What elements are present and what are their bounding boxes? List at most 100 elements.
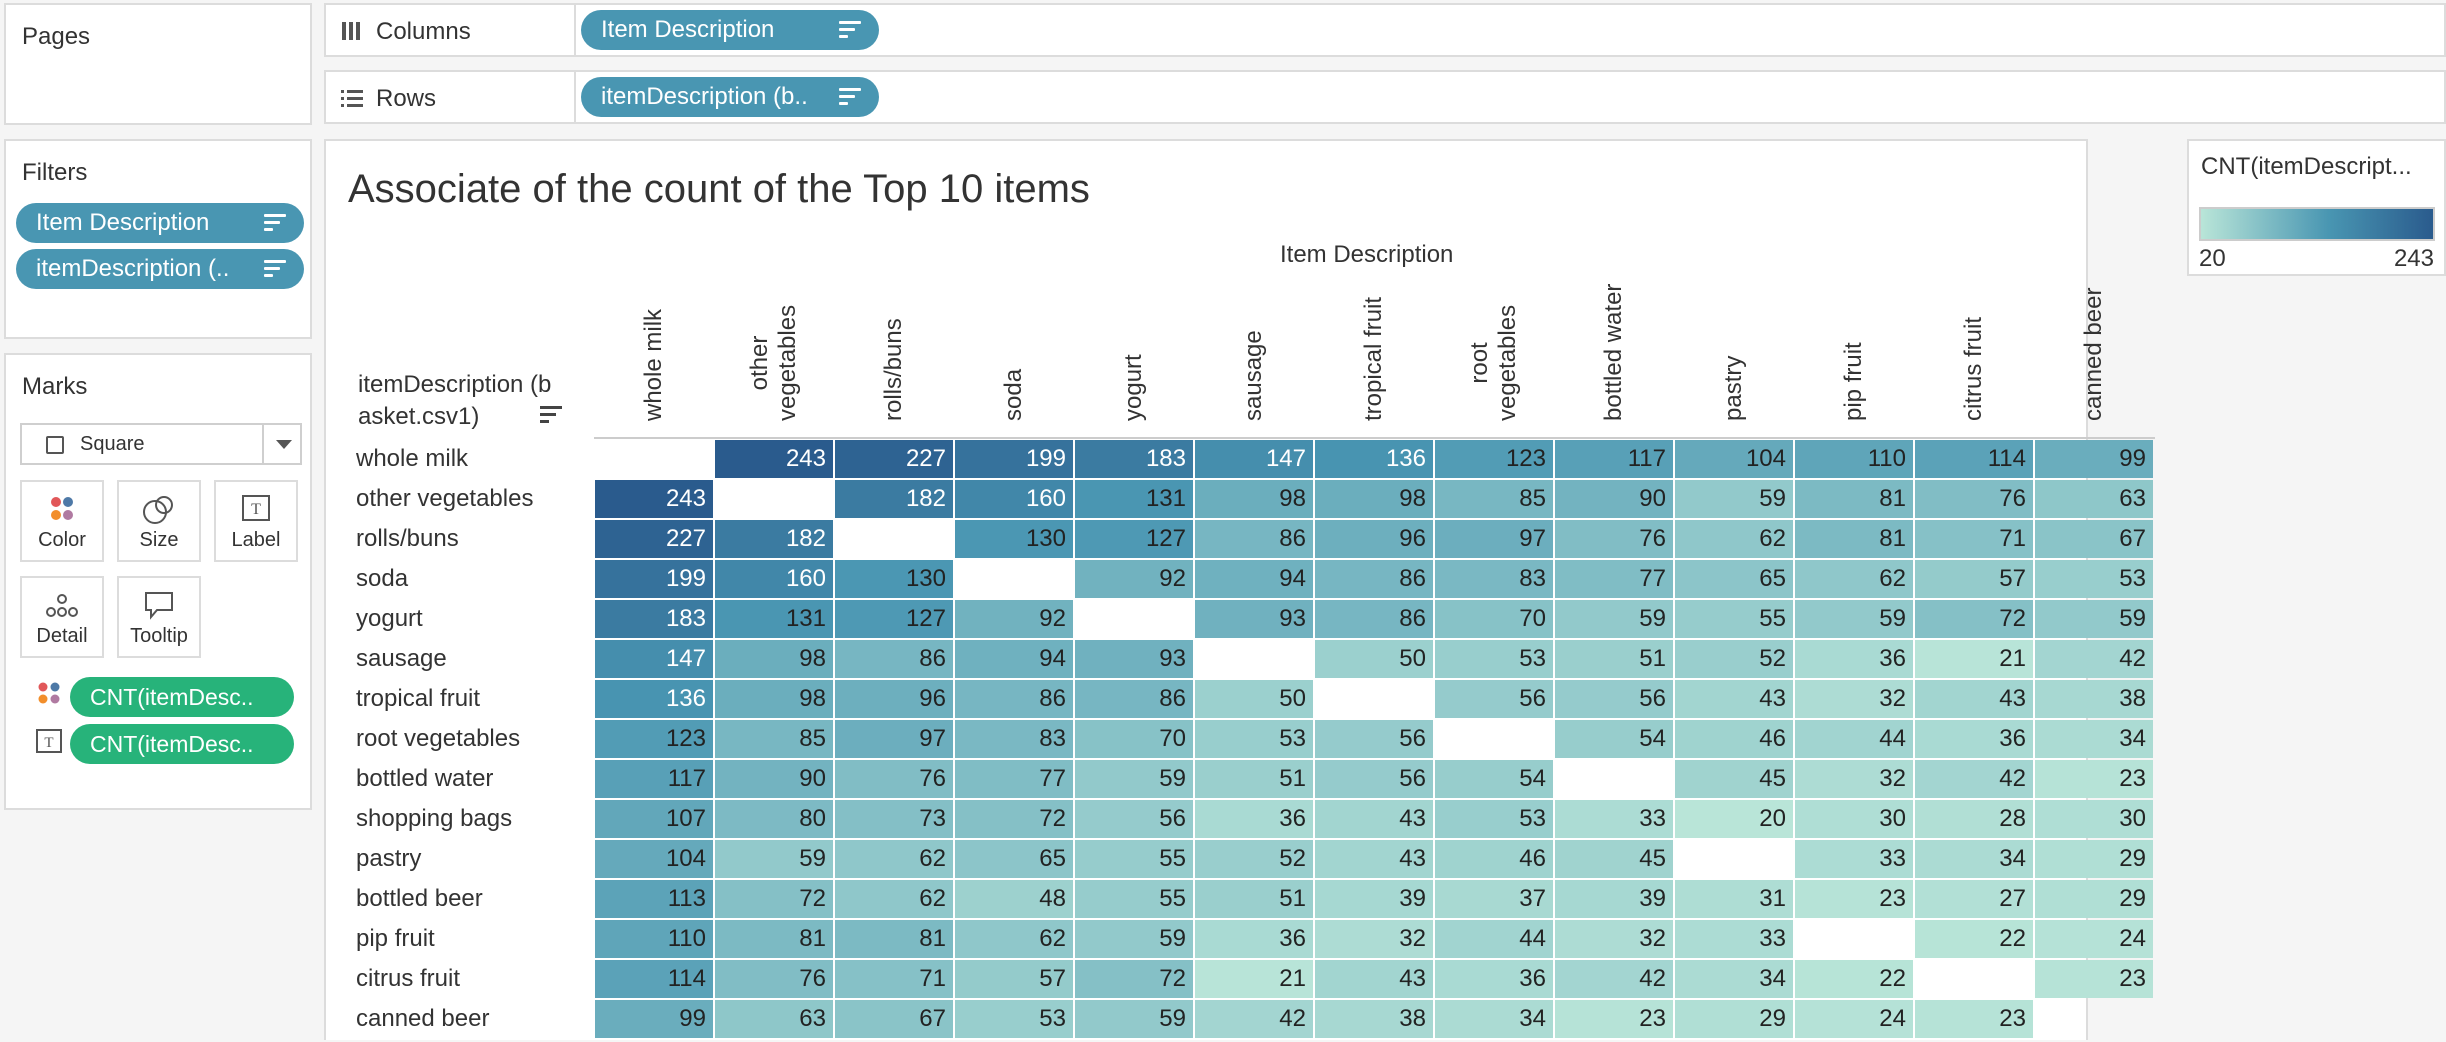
heatmap-cell[interactable]: 29 bbox=[2035, 840, 2153, 878]
tooltip-button[interactable]: Tooltip bbox=[117, 576, 201, 658]
heatmap-cell[interactable]: 98 bbox=[715, 640, 833, 678]
heatmap-cell[interactable]: 72 bbox=[955, 800, 1073, 838]
heatmap-cell[interactable]: 22 bbox=[1915, 920, 2033, 958]
column-header[interactable]: pip fruit bbox=[1794, 279, 1914, 429]
heatmap-cell[interactable]: 123 bbox=[595, 720, 713, 758]
heatmap-cell[interactable]: 83 bbox=[1435, 560, 1553, 598]
heatmap-cell[interactable]: 38 bbox=[2035, 680, 2153, 718]
heatmap-cell[interactable]: 70 bbox=[1435, 600, 1553, 638]
column-header[interactable]: other vegetables bbox=[714, 279, 834, 429]
heatmap-cell[interactable]: 43 bbox=[1915, 680, 2033, 718]
row-header[interactable]: canned beer bbox=[356, 1005, 490, 1032]
heatmap-cell[interactable]: 42 bbox=[1555, 960, 1673, 998]
heatmap-cell[interactable]: 96 bbox=[1315, 520, 1433, 558]
heatmap-cell[interactable]: 27 bbox=[1915, 880, 2033, 918]
heatmap-cell[interactable]: 33 bbox=[1675, 920, 1793, 958]
heatmap-cell[interactable]: 136 bbox=[595, 680, 713, 718]
heatmap-cell[interactable]: 93 bbox=[1195, 600, 1313, 638]
heatmap-cell[interactable]: 33 bbox=[1795, 840, 1913, 878]
heatmap-cell[interactable]: 62 bbox=[1675, 520, 1793, 558]
heatmap-cell[interactable]: 52 bbox=[1675, 640, 1793, 678]
column-header[interactable]: bottled water bbox=[1554, 279, 1674, 429]
row-header[interactable]: whole milk bbox=[356, 445, 469, 472]
heatmap-cell[interactable]: 50 bbox=[1195, 680, 1313, 718]
column-header[interactable]: tropical fruit bbox=[1314, 279, 1434, 429]
heatmap-cell[interactable]: 243 bbox=[595, 480, 713, 518]
columns-shelf[interactable]: Columns Item Description bbox=[324, 3, 2446, 57]
heatmap-cell[interactable]: 55 bbox=[1675, 600, 1793, 638]
heatmap-cell[interactable]: 53 bbox=[1435, 800, 1553, 838]
heatmap-cell[interactable]: 72 bbox=[1075, 960, 1193, 998]
heatmap-cell[interactable]: 62 bbox=[835, 840, 953, 878]
heatmap-cell[interactable]: 67 bbox=[835, 1000, 953, 1038]
heatmap-cell[interactable]: 227 bbox=[595, 520, 713, 558]
row-header[interactable]: shopping bags bbox=[356, 805, 513, 832]
heatmap-cell[interactable]: 59 bbox=[1795, 600, 1913, 638]
heatmap-cell[interactable]: 56 bbox=[1555, 680, 1673, 718]
heatmap-cell[interactable]: 113 bbox=[595, 880, 713, 918]
heatmap-cell[interactable]: 98 bbox=[715, 680, 833, 718]
row-header[interactable]: citrus fruit bbox=[356, 965, 461, 992]
row-header[interactable]: soda bbox=[356, 565, 409, 592]
heatmap-cell[interactable]: 81 bbox=[715, 920, 833, 958]
heatmap-cell[interactable]: 104 bbox=[1675, 440, 1793, 478]
heatmap-cell[interactable]: 50 bbox=[1315, 640, 1433, 678]
heatmap-cell[interactable]: 97 bbox=[1435, 520, 1553, 558]
heatmap-cell[interactable]: 104 bbox=[595, 840, 713, 878]
heatmap-cell[interactable]: 76 bbox=[1915, 480, 2033, 518]
heatmap-cell[interactable]: 127 bbox=[1075, 520, 1193, 558]
heatmap-cell[interactable]: 36 bbox=[1915, 720, 2033, 758]
row-header[interactable]: bottled water bbox=[356, 765, 494, 792]
heatmap-cell[interactable]: 59 bbox=[2035, 600, 2153, 638]
heatmap-cell[interactable]: 67 bbox=[2035, 520, 2153, 558]
heatmap-cell[interactable]: 34 bbox=[1435, 1000, 1553, 1038]
sort-icon[interactable] bbox=[839, 21, 861, 39]
heatmap-cell[interactable]: 46 bbox=[1675, 720, 1793, 758]
columns-pill-item-description[interactable]: Item Description bbox=[581, 10, 879, 50]
row-header[interactable]: sausage bbox=[356, 645, 447, 672]
label-field-pill[interactable]: CNT(itemDesc.. bbox=[70, 724, 294, 764]
heatmap-cell[interactable]: 42 bbox=[1915, 760, 2033, 798]
heatmap-cell[interactable]: 85 bbox=[1435, 480, 1553, 518]
heatmap-cell[interactable]: 77 bbox=[955, 760, 1073, 798]
heatmap-cell[interactable]: 62 bbox=[1795, 560, 1913, 598]
row-header[interactable]: root vegetables bbox=[356, 725, 521, 752]
heatmap-cell[interactable]: 33 bbox=[1555, 800, 1673, 838]
heatmap-cell[interactable]: 55 bbox=[1075, 840, 1193, 878]
heatmap-cell[interactable]: 48 bbox=[955, 880, 1073, 918]
heatmap-cell[interactable]: 182 bbox=[835, 480, 953, 518]
heatmap-cell[interactable]: 62 bbox=[835, 880, 953, 918]
heatmap-cell[interactable]: 46 bbox=[1435, 840, 1553, 878]
heatmap-cell[interactable]: 199 bbox=[595, 560, 713, 598]
heatmap-cell[interactable]: 36 bbox=[1435, 960, 1553, 998]
row-header[interactable]: yogurt bbox=[356, 605, 423, 632]
heatmap-cell[interactable]: 182 bbox=[715, 520, 833, 558]
row-header[interactable]: pip fruit bbox=[356, 925, 435, 952]
heatmap-cell[interactable]: 86 bbox=[955, 680, 1073, 718]
heatmap-cell[interactable]: 51 bbox=[1555, 640, 1673, 678]
column-header[interactable]: soda bbox=[954, 279, 1074, 429]
heatmap-cell[interactable]: 42 bbox=[2035, 640, 2153, 678]
heatmap-cell[interactable]: 30 bbox=[2035, 800, 2153, 838]
heatmap-cell[interactable]: 65 bbox=[1675, 560, 1793, 598]
heatmap-cell[interactable]: 71 bbox=[835, 960, 953, 998]
heatmap-cell[interactable]: 53 bbox=[955, 1000, 1073, 1038]
heatmap-cell[interactable]: 59 bbox=[1555, 600, 1673, 638]
heatmap-cell[interactable]: 62 bbox=[955, 920, 1073, 958]
detail-button[interactable]: Detail bbox=[20, 576, 104, 658]
color-field-pill[interactable]: CNT(itemDesc.. bbox=[70, 677, 294, 717]
heatmap-cell[interactable]: 20 bbox=[1675, 800, 1793, 838]
heatmap-cell[interactable]: 24 bbox=[2035, 920, 2153, 958]
heatmap-cell[interactable]: 94 bbox=[955, 640, 1073, 678]
heatmap-cell[interactable]: 117 bbox=[1555, 440, 1673, 478]
column-header[interactable]: rolls/buns bbox=[834, 279, 954, 429]
heatmap-cell[interactable]: 131 bbox=[715, 600, 833, 638]
heatmap-cell[interactable]: 45 bbox=[1675, 760, 1793, 798]
heatmap-cell[interactable]: 130 bbox=[835, 560, 953, 598]
heatmap-cell[interactable]: 131 bbox=[1075, 480, 1193, 518]
heatmap-cell[interactable]: 56 bbox=[1315, 760, 1433, 798]
column-header[interactable]: canned beer bbox=[2034, 279, 2154, 429]
heatmap-cell[interactable]: 23 bbox=[1915, 1000, 2033, 1038]
heatmap-cell[interactable]: 243 bbox=[715, 440, 833, 478]
heatmap-cell[interactable]: 86 bbox=[835, 640, 953, 678]
